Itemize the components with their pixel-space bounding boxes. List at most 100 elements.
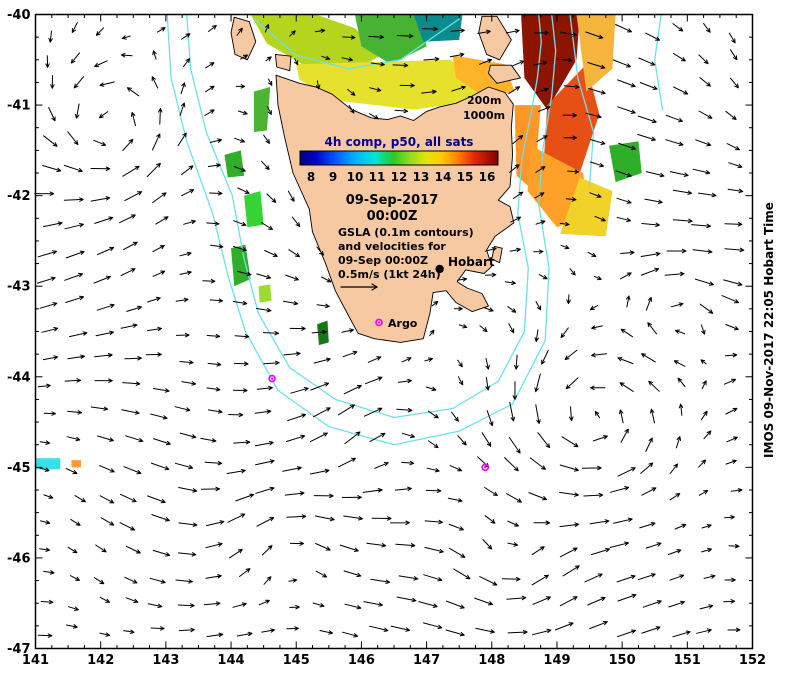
velocity-arrow xyxy=(589,305,599,311)
velocity-arrow xyxy=(562,565,580,577)
velocity-arrow xyxy=(258,599,270,606)
sst-patch xyxy=(413,14,463,42)
velocity-arrow xyxy=(98,111,109,119)
velocity-scale-arrow xyxy=(340,283,379,291)
velocity-arrow xyxy=(122,138,134,151)
velocity-arrow xyxy=(426,467,440,473)
velocity-arrow xyxy=(701,524,712,529)
colorbar-tick-label: 10 xyxy=(347,170,364,184)
velocity-arrow xyxy=(479,576,498,586)
y-axis-tick-label: -47 xyxy=(7,642,31,657)
velocity-arrow xyxy=(457,359,463,368)
island-landmass xyxy=(488,64,521,84)
velocity-arrow xyxy=(319,630,334,635)
velocity-arrow xyxy=(209,138,222,143)
velocity-arrow xyxy=(39,302,58,309)
velocity-arrow xyxy=(205,62,215,69)
velocity-arrow xyxy=(506,595,527,601)
velocity-arrow xyxy=(723,378,736,385)
velocity-arrow xyxy=(337,404,355,416)
velocity-arrow xyxy=(74,103,80,119)
velocity-arrow xyxy=(398,575,419,581)
velocity-arrow xyxy=(151,76,159,89)
velocity-arrow xyxy=(730,77,739,89)
velocity-arrow xyxy=(640,462,654,474)
velocity-arrow xyxy=(589,621,608,630)
velocity-arrow xyxy=(70,52,80,64)
sst-patch xyxy=(576,14,616,92)
velocity-arrow xyxy=(397,378,412,384)
velocity-arrow xyxy=(321,276,332,283)
velocity-arrow xyxy=(34,191,55,196)
velocity-arrow xyxy=(312,407,331,418)
velocity-arrow xyxy=(206,387,221,392)
velocity-arrow xyxy=(40,520,51,525)
velocity-arrow xyxy=(514,354,519,370)
velocity-arrow xyxy=(315,80,321,90)
velocity-arrow xyxy=(261,160,270,170)
velocity-arrow xyxy=(66,624,78,629)
velocity-arrow xyxy=(617,467,636,477)
colorbar-tick-label: 11 xyxy=(369,170,386,184)
velocity-arrow xyxy=(724,222,743,227)
velocity-arrow xyxy=(312,602,325,608)
velocity-arrow xyxy=(645,171,665,178)
velocity-arrow xyxy=(481,432,492,447)
velocity-arrow xyxy=(698,110,713,119)
velocity-arrow xyxy=(95,544,107,553)
velocity-arrow xyxy=(321,55,331,60)
velocity-arrow xyxy=(145,352,162,357)
velocity-arrow xyxy=(43,570,55,575)
velocity-arrow xyxy=(65,295,84,303)
contour-line-200m xyxy=(186,13,542,419)
velocity-arrow xyxy=(554,622,574,631)
velocity-arrow xyxy=(158,108,163,125)
velocity-arrow xyxy=(362,488,383,493)
velocity-arrow xyxy=(147,495,166,504)
velocity-arrow xyxy=(341,328,354,333)
velocity-arrow xyxy=(703,22,711,33)
velocity-arrow xyxy=(668,600,685,608)
velocity-arrow xyxy=(728,544,740,549)
velocity-arrow xyxy=(730,49,738,61)
velocity-arrow xyxy=(267,106,272,115)
annotation-layer: 4h comp, p50, all sats 09-Sep-2017 00:00… xyxy=(325,94,776,458)
velocity-arrow xyxy=(344,603,362,610)
velocity-arrow xyxy=(39,440,51,445)
x-axis-tick-label: 149 xyxy=(543,653,570,668)
velocity-arrow xyxy=(535,166,546,173)
velocity-arrow xyxy=(261,545,273,556)
velocity-arrow xyxy=(423,574,443,582)
sst-field-layer xyxy=(35,14,642,470)
argo-float-marker-dot xyxy=(484,466,487,469)
velocity-arrow xyxy=(650,408,655,424)
velocity-arrow xyxy=(583,493,604,498)
velocity-arrow xyxy=(594,411,601,419)
velocity-arrow xyxy=(179,251,192,257)
velocity-arrow xyxy=(65,468,78,475)
velocity-arrow xyxy=(640,251,661,257)
velocity-arrow xyxy=(507,520,519,527)
sst-patch xyxy=(543,64,600,173)
velocity-arrow xyxy=(202,278,216,284)
velocity-arrow xyxy=(447,497,463,503)
velocity-arrow xyxy=(507,542,519,547)
velocity-arrow xyxy=(563,84,580,90)
velocity-arrow xyxy=(691,223,712,229)
velocity-arrow xyxy=(181,189,195,197)
velocity-arrow xyxy=(95,330,114,337)
velocity-arrow xyxy=(124,576,138,584)
velocity-arrow xyxy=(396,407,413,413)
velocity-arrow xyxy=(256,385,273,391)
velocity-arrow xyxy=(457,277,468,282)
velocity-arrow xyxy=(615,24,632,33)
sst-patch xyxy=(71,460,82,468)
velocity-arrow xyxy=(569,268,576,276)
velocity-arrow xyxy=(645,32,660,41)
velocity-arrow xyxy=(268,78,273,86)
velocity-arrow xyxy=(507,629,528,635)
velocity-arrow xyxy=(286,626,299,631)
velocity-arrow xyxy=(619,382,634,392)
velocity-arrow xyxy=(232,300,248,306)
velocity-arrow xyxy=(125,545,141,554)
